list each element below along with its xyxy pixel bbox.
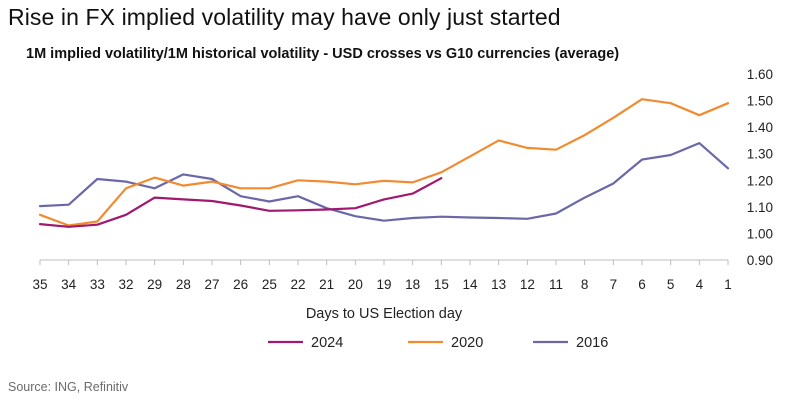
x-tick-label: 27 bbox=[204, 277, 219, 292]
x-tick-label: 26 bbox=[233, 277, 248, 292]
x-tick-label: 12 bbox=[520, 277, 535, 292]
x-tick-label: 4 bbox=[696, 277, 704, 292]
y-tick-label: 1.20 bbox=[747, 173, 773, 188]
x-tick-label: 28 bbox=[176, 277, 191, 292]
series-line-2016 bbox=[38, 142, 730, 222]
x-tick-label: 32 bbox=[118, 277, 133, 292]
x-tick-label: 8 bbox=[581, 277, 589, 292]
x-tick-label: 19 bbox=[376, 277, 391, 292]
x-tick-label: 33 bbox=[90, 277, 105, 292]
y-tick-label: 1.00 bbox=[747, 226, 773, 241]
y-tick-label: 1.10 bbox=[747, 200, 773, 215]
series-line-2020 bbox=[38, 98, 730, 227]
x-tick-label: 22 bbox=[290, 277, 305, 292]
x-tick-label: 6 bbox=[638, 277, 646, 292]
x-tick-label: 35 bbox=[32, 277, 47, 292]
x-tick-label: 11 bbox=[549, 277, 563, 292]
x-tick-label: 7 bbox=[610, 277, 618, 292]
y-tick-label: 0.90 bbox=[747, 253, 773, 268]
x-tick-label: 21 bbox=[319, 277, 334, 292]
y-tick-label: 1.60 bbox=[747, 67, 773, 82]
x-tick-label: 14 bbox=[462, 277, 478, 292]
x-tick-label: 15 bbox=[434, 277, 449, 292]
y-tick-label: 1.40 bbox=[747, 120, 773, 135]
x-axis-title: Days to US Election day bbox=[306, 306, 463, 322]
x-tick-label: 1 bbox=[724, 277, 732, 292]
legend-label-2024: 2024 bbox=[311, 335, 343, 351]
x-tick-label: 13 bbox=[491, 277, 506, 292]
chart-title: Rise in FX implied volatility may have o… bbox=[8, 4, 561, 30]
y-tick-label: 1.50 bbox=[747, 94, 773, 109]
x-tick-label: 25 bbox=[262, 277, 277, 292]
x-tick-label: 5 bbox=[667, 277, 675, 292]
x-tick-label: 29 bbox=[147, 277, 162, 292]
legend-label-2020: 2020 bbox=[451, 335, 483, 351]
y-tick-label: 1.30 bbox=[747, 147, 773, 162]
legend-label-2016: 2016 bbox=[576, 335, 608, 351]
chart-subtitle: 1M implied volatility/1M historical vola… bbox=[26, 46, 620, 62]
source-note: Source: ING, Refinitiv bbox=[8, 380, 129, 394]
x-tick-label: 18 bbox=[405, 277, 420, 292]
series-line-2024 bbox=[38, 177, 443, 228]
x-tick-label: 34 bbox=[61, 277, 77, 292]
x-tick-label: 20 bbox=[348, 277, 363, 292]
